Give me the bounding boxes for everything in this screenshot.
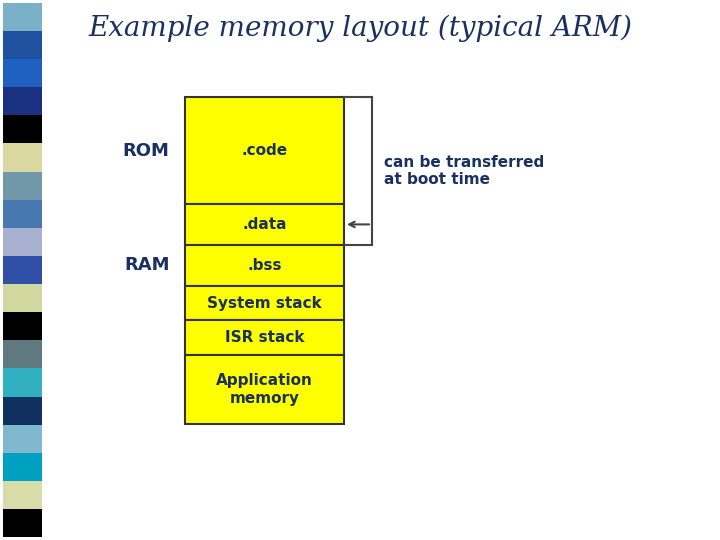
Bar: [3, 312, 42, 340]
Bar: [3, 481, 42, 509]
Bar: [3, 368, 42, 396]
Text: ROM: ROM: [122, 141, 169, 159]
Bar: [3, 200, 42, 228]
Text: ISR stack: ISR stack: [225, 330, 305, 345]
Bar: [3, 116, 42, 144]
Bar: [3, 396, 42, 424]
Bar: [185, 320, 344, 355]
Text: .code: .code: [242, 143, 288, 158]
Bar: [185, 245, 344, 286]
Bar: [185, 286, 344, 320]
Bar: [3, 509, 42, 537]
Bar: [3, 340, 42, 368]
Text: Application
memory: Application memory: [216, 373, 313, 406]
Bar: [185, 355, 344, 424]
Bar: [3, 453, 42, 481]
Bar: [3, 424, 42, 453]
Bar: [3, 3, 42, 31]
Text: Example memory layout (typical ARM): Example memory layout (typical ARM): [88, 14, 632, 42]
Bar: [3, 87, 42, 116]
Text: .bss: .bss: [248, 258, 282, 273]
Text: RAM: RAM: [124, 256, 169, 274]
Text: System stack: System stack: [207, 295, 322, 310]
Bar: [3, 256, 42, 284]
Bar: [185, 97, 344, 204]
Bar: [3, 228, 42, 256]
Text: .data: .data: [243, 217, 287, 232]
Bar: [3, 59, 42, 87]
Bar: [3, 31, 42, 59]
Bar: [3, 144, 42, 172]
Bar: [3, 172, 42, 200]
Bar: [185, 204, 344, 245]
Bar: [3, 284, 42, 312]
Text: can be transferred
at boot time: can be transferred at boot time: [384, 155, 544, 187]
